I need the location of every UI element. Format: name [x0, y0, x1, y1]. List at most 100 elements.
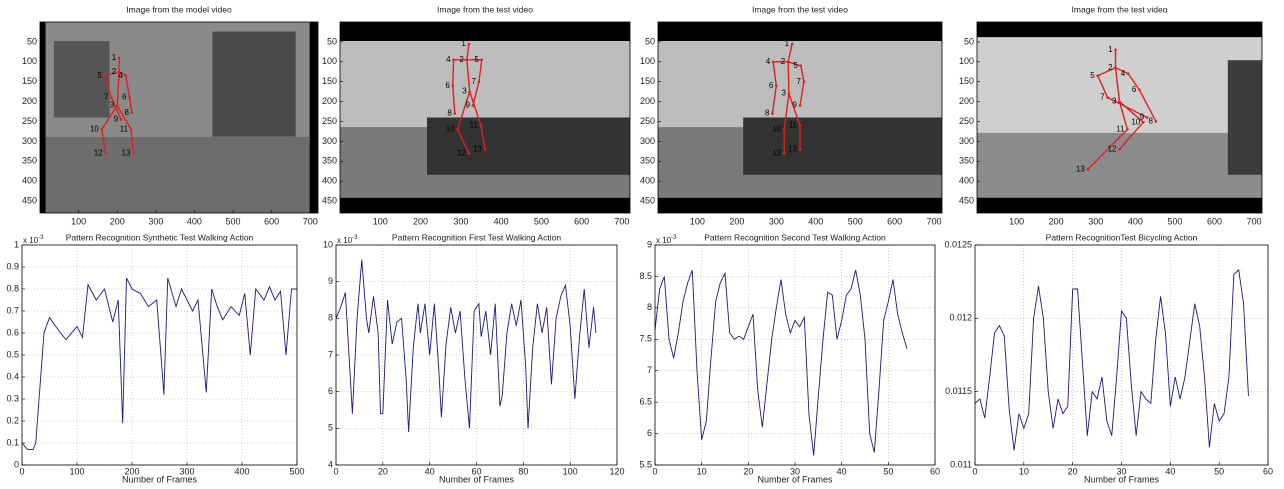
joint — [1096, 74, 1100, 78]
x-tick-label: 100 — [1009, 216, 1024, 226]
joint — [1145, 116, 1149, 119]
y-tick-label: 350 — [959, 156, 974, 166]
y-tick-label: 0.3 — [6, 393, 19, 403]
joint-label: 13 — [788, 144, 797, 153]
joint — [771, 60, 775, 64]
joint — [453, 112, 457, 115]
joint — [480, 58, 484, 62]
skeleton-bone — [110, 97, 122, 120]
joint — [1126, 72, 1130, 76]
joint — [119, 118, 123, 121]
y-tick-label: 100 — [640, 56, 655, 66]
y-tick-label: 5.5 — [639, 459, 652, 469]
joint — [456, 128, 459, 131]
image-scene — [977, 22, 1262, 38]
y-tick-label: 350 — [322, 156, 337, 166]
chart-title: Pattern Recognition Synthetic Test Walki… — [66, 232, 254, 242]
joint-label: 2 — [112, 67, 117, 76]
joint-label: 1 — [461, 39, 466, 48]
x-tick-label: 700 — [303, 216, 318, 226]
y-tick-label: 0.8 — [6, 283, 19, 293]
y-multiplier: x 10-3 — [656, 235, 677, 246]
joint-label: 11 — [789, 121, 798, 130]
data-line — [335, 259, 597, 433]
y-tick-label: 0.2 — [6, 415, 19, 425]
y-tick-label: 300 — [322, 136, 337, 146]
joint-label: 12 — [94, 148, 103, 157]
y-tick-label: 450 — [640, 195, 655, 205]
x-tick-label: 60 — [930, 466, 940, 476]
joint-label: 8 — [765, 109, 770, 118]
joint-label: 4 — [1121, 69, 1126, 78]
x-tick-label: 0 — [652, 466, 657, 476]
x-tick-label: 200 — [413, 216, 428, 226]
y-tick-label: 0.0125 — [944, 239, 972, 249]
joint — [110, 96, 113, 99]
image-title: Image from the model video — [126, 4, 232, 14]
joint-label: 10 — [1131, 117, 1140, 126]
image-frame — [39, 21, 319, 214]
y-multiplier: x 10-3 — [23, 235, 44, 246]
x-tick-label: 600 — [264, 216, 279, 226]
y-multiplier-base: x 10 — [337, 236, 353, 245]
axes-frame — [335, 244, 618, 466]
y-tick-label: 8.5 — [639, 271, 652, 281]
joint — [1118, 100, 1121, 103]
joint-label: 8 — [447, 109, 452, 118]
joint-label: 6 — [769, 81, 774, 90]
x-tick-label: 500 — [1167, 216, 1182, 226]
joint — [468, 90, 471, 93]
skeleton-bone — [1114, 67, 1121, 102]
y-tick-label: 7.5 — [639, 334, 652, 344]
x-axis-label: Number of Frames — [757, 474, 833, 484]
skeleton-bone — [1119, 101, 1144, 123]
joint — [782, 152, 786, 155]
plot-area — [22, 245, 297, 465]
y-tick-label: 6.5 — [639, 397, 652, 407]
joint — [1114, 48, 1117, 52]
x-tick-label: 40 — [837, 466, 847, 476]
skeleton-bone — [1118, 101, 1129, 130]
image-scene — [40, 136, 318, 213]
x-tick-label: 500 — [848, 216, 863, 226]
x-tick-label: 60 — [471, 466, 481, 476]
skeleton-bone — [1107, 96, 1148, 119]
image-title: Image from the test video — [752, 4, 848, 14]
skeleton-bone — [788, 93, 801, 126]
x-tick-label: 20 — [743, 466, 753, 476]
joint — [129, 128, 133, 131]
y-tick-label: 200 — [640, 96, 655, 106]
data-line — [654, 269, 908, 456]
y-tick-label: 8 — [328, 313, 333, 323]
joint — [802, 80, 806, 83]
x-tick-label: 10 — [697, 466, 707, 476]
y-tick-label: 200 — [959, 96, 974, 106]
joint — [799, 64, 803, 68]
skeleton-bone — [1138, 89, 1157, 122]
x-tick-label: 30 — [790, 466, 800, 476]
y-tick-label: 350 — [640, 156, 655, 166]
x-tick-label: 400 — [187, 216, 202, 226]
y-tick-label: 150 — [322, 76, 337, 86]
y-tick-label: 0.0115 — [945, 386, 972, 396]
joint — [1126, 128, 1129, 131]
y-tick-label: 9 — [328, 276, 333, 286]
image-scene — [53, 41, 110, 118]
x-tick-label: 200 — [124, 466, 139, 476]
skeleton-bone — [771, 85, 778, 114]
skeleton-bone — [452, 85, 456, 114]
joint-label: 5 — [1090, 71, 1095, 80]
skeleton-bone — [130, 129, 135, 154]
joint-label: 13 — [122, 148, 131, 157]
joint — [103, 74, 107, 78]
joint — [1086, 167, 1090, 171]
axes-frame — [974, 244, 1269, 466]
y-tick-label: 0.9 — [6, 261, 19, 271]
x-tick-label: 10 — [1019, 466, 1029, 476]
joint-label: 3 — [110, 101, 115, 110]
joint — [100, 128, 104, 131]
joint — [117, 70, 121, 74]
x-tick-label: 30 — [1116, 466, 1126, 476]
x-tick-label: 400 — [234, 466, 249, 476]
joint-label: 7 — [472, 77, 477, 86]
